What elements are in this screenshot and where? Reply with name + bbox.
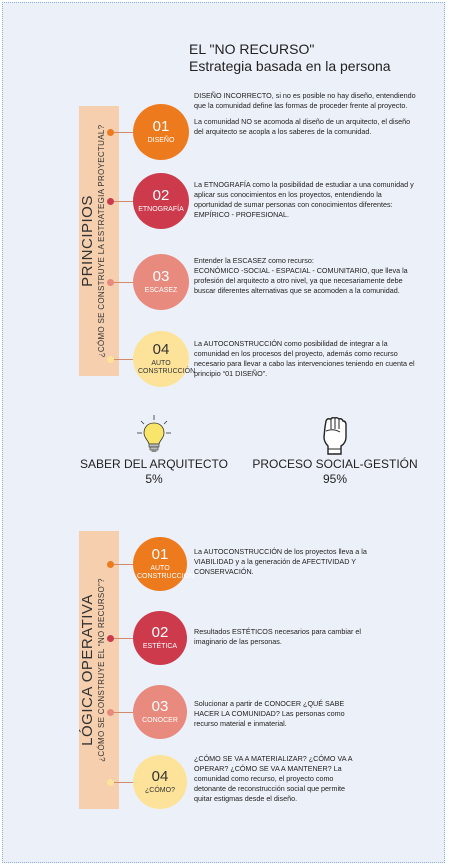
connector-line [111,782,133,783]
principios-bar: PRINCIPIOS ¿CÓMO SE CONSTRUYE LA ESTRATE… [79,106,119,376]
principio-01-description: DISEÑO INCORRECTO, si no es posible no h… [194,91,419,143]
saber-arquitecto-block: SABER DEL ARQUITECTO 5% [59,413,249,487]
logica-heading: LÓGICA OPERATIVA [79,594,96,746]
saber-arquitecto-value: 5% [145,472,163,486]
logica-01-label: AUTO CONSTRUCCIÓN [137,565,195,580]
connector-line [111,638,133,639]
logica-02-number: 02 [151,624,169,641]
logica-04-circle: 04 ¿CÓMO? [133,755,187,809]
connector-dot [107,356,114,363]
logica-02-label: ESTÉTICA [142,643,178,650]
logica-03-number: 03 [151,698,169,715]
proceso-social-value: 95% [322,472,348,486]
proceso-social-block: PROCESO SOCIAL-GESTIÓN 95% [240,413,430,487]
logica-01-p1: La AUTOCONSTRUCCIÓN de los proyectos lle… [194,547,367,576]
principios-heading: PRINCIPIOS [79,195,96,287]
connector-line [111,201,133,202]
logica-04-label: ¿CÓMO? [145,787,175,794]
logica-02-description: Resultados ESTÉTICOS necesarios para cam… [194,627,374,653]
logica-02-p1: Resultados ESTÉTICOS necesarios para cam… [194,627,361,646]
page-title: EL "NO RECURSO" Estrategia basada en la … [189,41,391,75]
connector-dot [107,635,114,642]
proceso-social-label: PROCESO SOCIAL-GESTIÓN [252,457,418,471]
principio-03-label: ESCASEZ [144,287,178,294]
connector-dot [107,709,114,716]
logica-03-p1: Solucionar a partir de CONOCER ¿QUÉ SABE… [194,699,345,728]
title-line-1: EL "NO RECURSO" [189,41,315,57]
principio-01-p2: La comunidad NO se acomoda al diseño de … [194,117,411,136]
principio-04-number: 04 [152,341,170,358]
principio-03-circle: 03 ESCASEZ [133,254,189,310]
principio-03-number: 03 [152,268,170,285]
logica-bar: LÓGICA OPERATIVA ¿CÓMO SE CONSTRUYE EL “… [79,531,119,809]
logica-04-p1: ¿CÓMO SE VA A MATERIALIZAR? ¿CÓMO VA A O… [194,754,353,803]
lightbulb-icon [59,413,249,457]
connector-line [111,359,133,360]
principio-02-number: 02 [152,187,170,204]
logica-vertical-text: LÓGICA OPERATIVA ¿CÓMO SE CONSTRUYE EL “… [79,531,107,809]
principio-01-label: DISEÑO [147,137,175,144]
title-line-2: Estrategia basada en la persona [189,58,391,74]
raised-fist-icon [240,413,430,457]
principio-02-p1: La ETNOGRAFÍA como la posibilidad de est… [194,180,414,219]
principio-04-circle: 04 AUTO CONSTRUCCIÓN [133,331,196,387]
connector-dot [107,779,114,786]
principio-01-circle: 01 DISEÑO [133,104,189,160]
principio-02-circle: 02 ETNOGRAFÍA [133,173,189,229]
logica-01-number: 01 [151,546,169,563]
logica-01-circle: 01 AUTO CONSTRUCCIÓN [133,537,195,591]
connector-dot [107,561,114,568]
connector-dot [107,129,114,136]
principio-04-description: La AUTOCONSTRUCCIÓN como posibilidad de … [194,339,419,385]
logica-03-circle: 03 CONOCER [133,685,187,739]
logica-question: ¿CÓMO SE CONSTRUYE EL “NO RECURSO”? [97,578,106,762]
principio-01-p1: DISEÑO INCORRECTO, si no es posible no h… [194,91,416,110]
principio-02-description: La ETNOGRAFÍA como la posibilidad de est… [194,180,419,226]
connector-line [111,564,133,565]
principio-04-p1: La AUTOCONSTRUCCIÓN como posibilidad de … [194,339,415,378]
principio-03-p1: Entender la ESCASEZ como recurso: [194,256,314,265]
logica-03-label: CONOCER [142,717,178,724]
principios-vertical-text: PRINCIPIOS ¿CÓMO SE CONSTRUYE LA ESTRATE… [79,106,107,376]
saber-arquitecto-label: SABER DEL ARQUITECTO [79,457,229,471]
principio-03-p2: ECONÓMICO -SOCIAL - ESPACIAL - COMUNITAR… [194,266,408,295]
connector-line [111,282,133,283]
logica-02-circle: 02 ESTÉTICA [133,611,187,665]
logica-01-description: La AUTOCONSTRUCCIÓN de los proyectos lle… [194,547,374,583]
principios-question: ¿CÓMO SE CONSTRUYE LA ESTRATEGIA PROYECT… [97,124,106,358]
principio-02-label: ETNOGRAFÍA [138,206,184,213]
infographic-page: EL "NO RECURSO" Estrategia basada en la … [2,2,445,863]
connector-line [111,712,133,713]
principio-04-label: AUTO CONSTRUCCIÓN [138,360,196,375]
connector-line [111,132,133,133]
principio-03-description: Entender la ESCASEZ como recurso: ECONÓM… [194,256,419,302]
connector-dot [107,198,114,205]
principio-01-number: 01 [152,118,170,135]
logica-04-number: 04 [151,768,169,785]
logica-03-description: Solucionar a partir de CONOCER ¿QUÉ SABE… [194,699,364,735]
logica-04-description: ¿CÓMO SE VA A MATERIALIZAR? ¿CÓMO VA A O… [194,754,354,810]
connector-dot [107,279,114,286]
